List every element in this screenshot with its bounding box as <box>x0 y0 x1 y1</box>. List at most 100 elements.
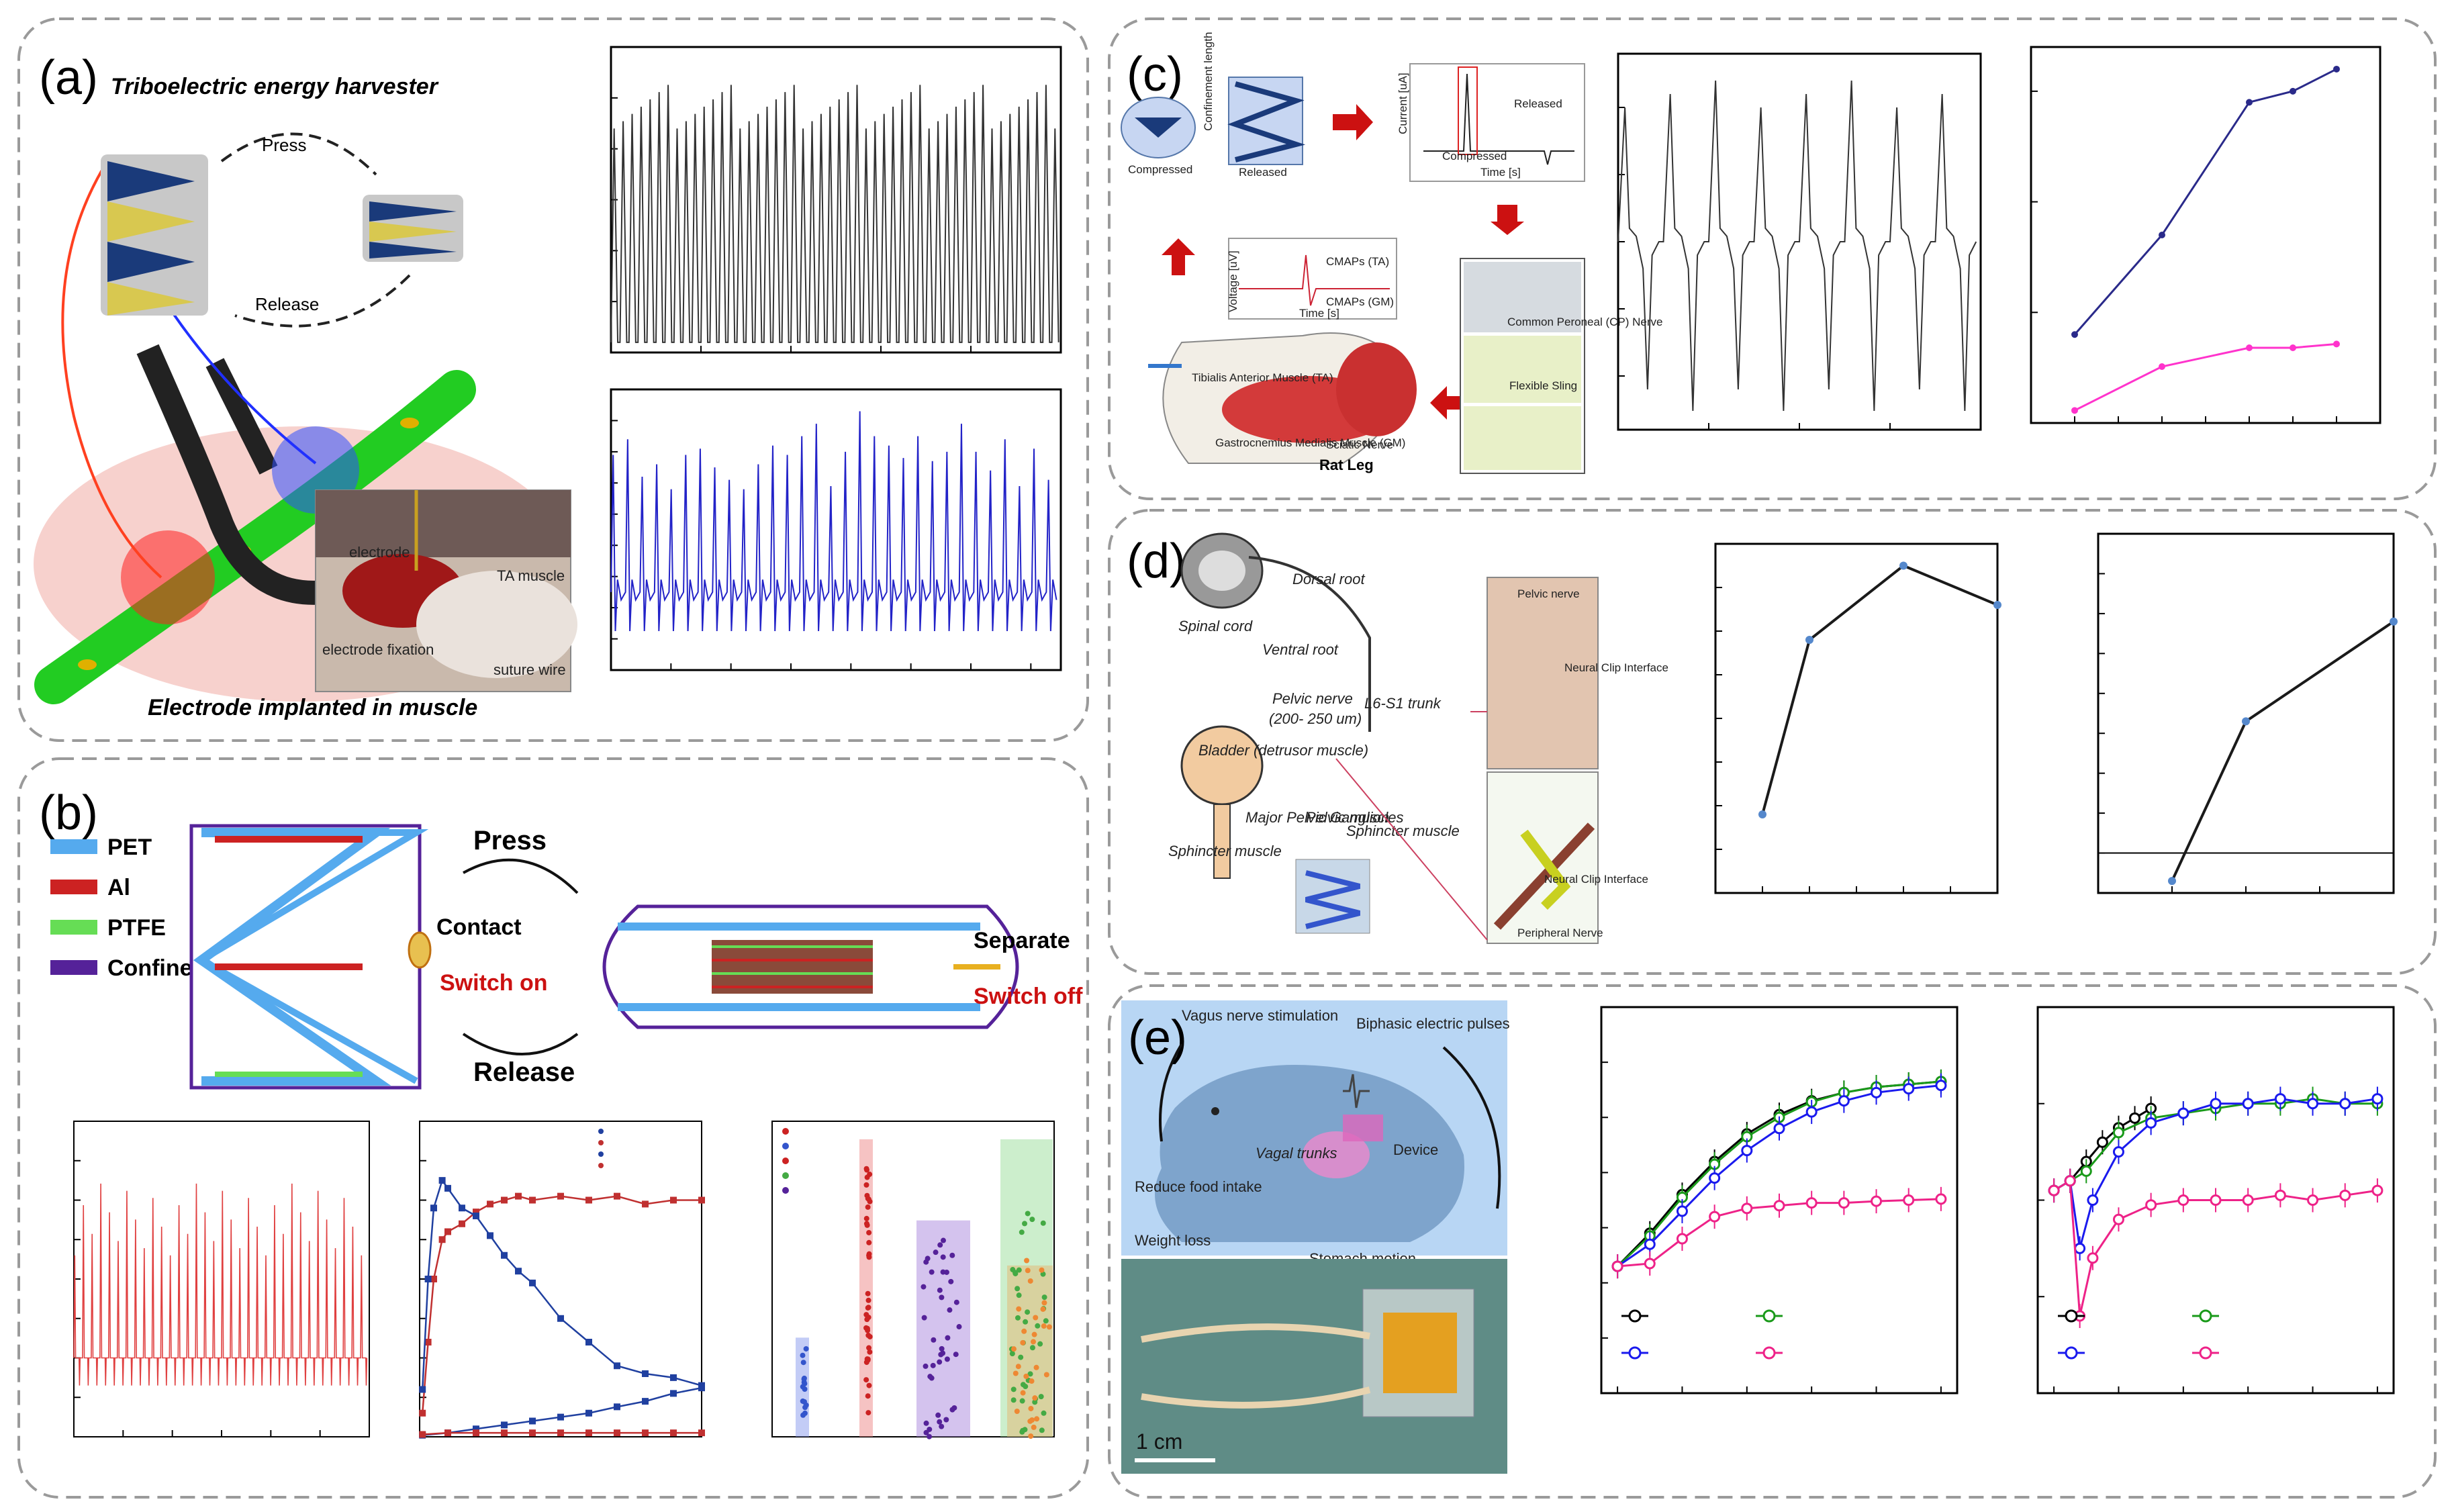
d-label-spinal-cord: Spinal cord <box>1178 618 1253 634</box>
scatter-point-1 <box>865 1297 871 1303</box>
series-2-marker <box>2145 1117 2157 1129</box>
legend-marker <box>2199 1309 2212 1323</box>
series-2-marker <box>585 1409 592 1417</box>
legend-marker <box>1762 1346 1776 1360</box>
scatter-point-1 <box>863 1215 869 1221</box>
series-2-marker <box>642 1398 649 1405</box>
material-legend: PET Al PTFE Confine <box>50 835 193 981</box>
d-photo-pelvic <box>1487 577 1599 769</box>
legend-marker <box>1762 1309 1776 1323</box>
photo-label-electrode-fixation: electrode fixation <box>322 641 434 658</box>
c-label-current-axis: Current [uA] <box>1397 73 1409 134</box>
series-3-marker <box>2048 1184 2060 1196</box>
series-3-marker <box>2307 1194 2319 1206</box>
series-1-marker <box>2071 407 2078 414</box>
series-1-marker <box>515 1268 522 1275</box>
panel-d: (d) Dorsal root Spinal cord Ventral root… <box>1127 532 2398 944</box>
series-1-marker <box>2333 340 2340 348</box>
d-label-clip-2: Neural Clip Interface <box>1544 873 1648 886</box>
chart-food-intake <box>2036 1006 2395 1395</box>
scatter-point-4 <box>1011 1346 1017 1352</box>
press-label: Press <box>262 135 306 155</box>
series-0-marker <box>438 1236 446 1243</box>
scatter-point-1 <box>865 1305 871 1311</box>
series-2-marker <box>2274 1093 2286 1105</box>
series-3-marker <box>1935 1193 1947 1205</box>
scatter-point-3 <box>1039 1427 1045 1433</box>
series-3-marker <box>1773 1200 1785 1212</box>
legend-marker <box>1628 1309 1642 1323</box>
scatter-point-4 <box>1012 1370 1019 1376</box>
series-line <box>1761 564 1998 815</box>
scatter-point-3 <box>1029 1217 1035 1223</box>
series-marker <box>2390 617 2398 626</box>
electrode-cable <box>136 344 338 605</box>
legend-marker <box>782 1172 789 1179</box>
c-label-cmaps-ta: CMAPs (TA) <box>1326 255 1389 268</box>
series-2-marker <box>1903 1083 1915 1095</box>
scatter-point-1 <box>863 1312 869 1318</box>
scatter-point-3 <box>1022 1427 1028 1433</box>
series-2-marker <box>1838 1095 1850 1107</box>
legend-al: Al <box>107 875 130 900</box>
panel-c: (c) Compressed Released Confinement leng… <box>1121 32 2382 474</box>
series-1-marker <box>529 1279 536 1286</box>
press-arrow-b <box>463 858 579 894</box>
chart-confinement <box>2030 46 2382 424</box>
legend-marker <box>598 1140 604 1145</box>
scatter-point-4 <box>1028 1405 1034 1411</box>
scatter-point-1 <box>866 1239 872 1245</box>
c-label-cmaps-gm: CMAPs (GM) <box>1326 295 1394 308</box>
scatter-point-1 <box>864 1317 870 1323</box>
series-3-marker <box>1611 1260 1623 1272</box>
series-0-marker <box>501 1196 508 1204</box>
scatter-point-2 <box>949 1407 955 1413</box>
series-1-marker <box>430 1204 437 1212</box>
d-label-l6-trunk: L6-S1 trunk <box>1364 695 1442 712</box>
release-label-b: Release <box>473 1057 575 1087</box>
force-series-line <box>610 411 1057 631</box>
scatter-point-4 <box>1028 1433 1034 1439</box>
scatter-point-4 <box>1034 1416 1040 1422</box>
series-1-marker <box>438 1177 446 1184</box>
press-arrow <box>220 132 377 176</box>
scatter-point-2 <box>923 1429 929 1435</box>
series-3-marker <box>1741 1202 1753 1215</box>
voltage-series-line <box>1617 80 1977 412</box>
series-0-marker <box>557 1192 564 1200</box>
scatter-point-2 <box>937 1419 943 1425</box>
series-2-marker <box>1805 1106 1818 1118</box>
scatter-point-4 <box>1039 1267 1045 1273</box>
chart-current <box>73 1121 370 1437</box>
nerve-illustration <box>34 370 476 704</box>
d-label-pelvic-nerve: Pelvic nerve <box>1272 690 1353 707</box>
series-3-marker <box>473 1429 479 1437</box>
series-1-marker <box>585 1339 592 1345</box>
series-3-marker <box>698 1429 705 1437</box>
scatter-point-4 <box>1014 1408 1020 1414</box>
scatter-point-1 <box>867 1349 873 1355</box>
scatter-point-2 <box>940 1350 946 1356</box>
series-0-marker <box>2290 87 2296 95</box>
series-0-marker <box>670 1196 677 1204</box>
series-0-marker <box>585 1196 592 1204</box>
series-3-marker <box>1709 1211 1721 1223</box>
series-2-marker <box>501 1421 508 1429</box>
series-3-marker <box>2112 1213 2124 1225</box>
e-label-device: Device <box>1393 1141 1438 1158</box>
scatter-point-1 <box>864 1174 870 1180</box>
d-label-ventral-root: Ventral root <box>1262 641 1339 658</box>
panel-a-label: (a) <box>39 51 98 105</box>
series-1-marker <box>2246 344 2253 351</box>
series-2-marker <box>1709 1172 1721 1184</box>
c-label-voltage-axis: Voltage [uV] <box>1227 250 1239 312</box>
panel-c-label: (c) <box>1127 48 1183 101</box>
series-0-marker <box>2129 1112 2141 1124</box>
scatter-point-2 <box>933 1249 939 1256</box>
scatter-point-1 <box>866 1382 872 1388</box>
series-0-marker <box>444 1228 451 1235</box>
scatter-point-1 <box>863 1166 869 1172</box>
scatter-point-0 <box>803 1402 809 1408</box>
scatter-point-1 <box>863 1325 869 1331</box>
series-3-marker <box>2242 1194 2254 1206</box>
